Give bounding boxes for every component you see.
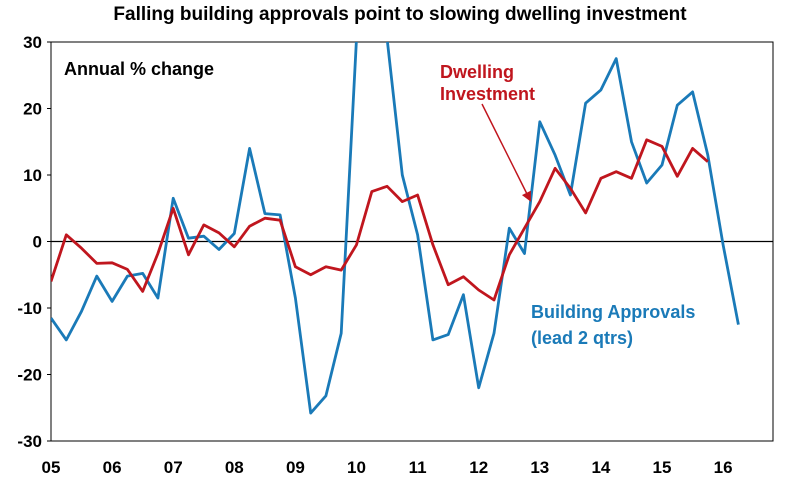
y-tick-label: 20 <box>23 100 42 119</box>
y-tick-label: -10 <box>17 299 42 318</box>
chart-title: Falling building approvals point to slow… <box>113 4 687 25</box>
x-tick-label: 11 <box>409 458 427 477</box>
series-line-dwelling-investment <box>51 138 709 302</box>
y-tick-label: -20 <box>17 366 42 385</box>
x-tick-label: 12 <box>469 458 488 477</box>
x-tick-label: 15 <box>653 458 672 477</box>
y-tick-label: 30 <box>23 33 42 52</box>
x-axis-ticks: 05 06 07 08 09 10 11 12 13 14 15 16 <box>42 458 733 477</box>
x-tick-label: 06 <box>103 458 122 477</box>
series-label-dwelling-investment: Dwelling Investment <box>440 62 535 104</box>
x-tick-label: 09 <box>286 458 305 477</box>
series-line-building-approvals <box>51 42 740 415</box>
y-tick-label: 0 <box>33 233 42 252</box>
x-tick-label: 05 <box>42 458 61 477</box>
y-tick-label: -30 <box>17 432 42 451</box>
y-tick-label: 10 <box>23 166 42 185</box>
x-tick-label: 14 <box>591 458 610 477</box>
x-tick-label: 16 <box>714 458 733 477</box>
series-label-building-approvals: Building Approvals (lead 2 qtrs) <box>531 302 700 348</box>
y-axis-ticks: 30 20 10 0 -10 -20 -30 <box>17 33 51 451</box>
annotation-arrow <box>481 103 531 202</box>
subtitle-annual-change: Annual % change <box>64 59 214 79</box>
x-tick-label: 13 <box>530 458 549 477</box>
x-tick-label: 07 <box>164 458 183 477</box>
x-tick-label: 08 <box>225 458 244 477</box>
x-tick-label: 10 <box>347 458 366 477</box>
